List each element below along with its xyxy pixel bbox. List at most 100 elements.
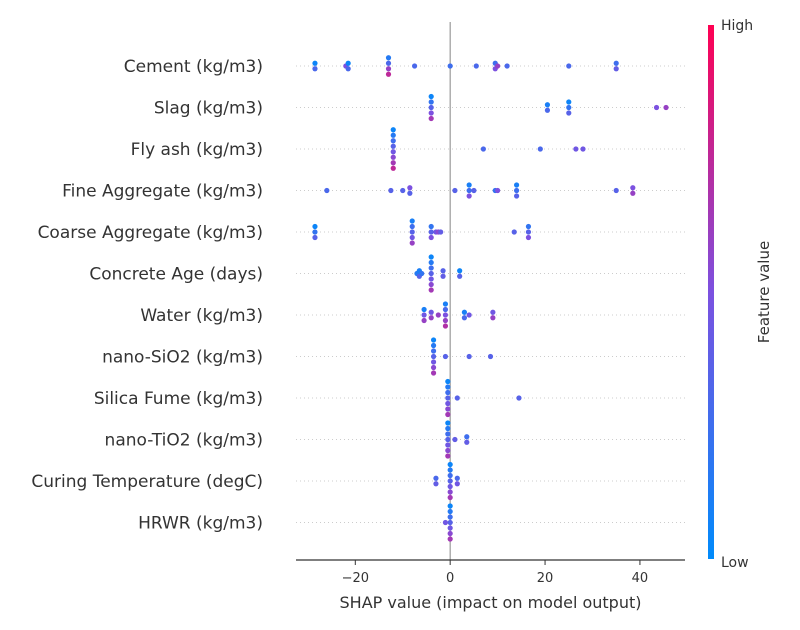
feature-label: Concrete Age (days) xyxy=(89,265,263,285)
data-point xyxy=(613,66,619,72)
data-point xyxy=(312,223,318,230)
data-point xyxy=(457,273,463,279)
data-point xyxy=(421,306,427,313)
data-point xyxy=(312,234,318,241)
feature-label: HRWR (kg/m3) xyxy=(138,514,263,534)
feature-label: Curing Temperature (degC) xyxy=(31,472,263,492)
data-point xyxy=(471,187,477,194)
data-point xyxy=(390,160,396,166)
data-point xyxy=(447,525,453,531)
data-point xyxy=(428,99,434,105)
feature-label: Coarse Aggregate (kg/m3) xyxy=(38,223,263,243)
data-point xyxy=(445,420,451,426)
feature-label: Water (kg/m3) xyxy=(140,306,263,326)
data-point xyxy=(454,481,460,487)
data-point xyxy=(442,323,449,329)
data-point xyxy=(442,317,449,324)
data-point xyxy=(511,229,517,235)
data-point xyxy=(409,240,415,246)
data-point xyxy=(428,229,434,235)
data-point xyxy=(390,165,396,171)
data-point xyxy=(466,312,472,318)
colorbar xyxy=(708,25,714,559)
data-point xyxy=(466,182,472,188)
data-point xyxy=(452,436,458,443)
data-point xyxy=(630,190,636,196)
data-point xyxy=(447,494,453,501)
data-point xyxy=(447,530,453,537)
data-point xyxy=(487,353,494,360)
data-point xyxy=(544,107,551,113)
x-ticks: −20 0 20 40 xyxy=(342,560,648,586)
data-point xyxy=(466,353,472,360)
data-point xyxy=(445,425,451,432)
data-point xyxy=(566,110,572,116)
data-point xyxy=(400,187,406,194)
data-point xyxy=(430,353,437,360)
data-point xyxy=(421,317,427,324)
data-point xyxy=(409,229,415,235)
data-point xyxy=(430,364,437,371)
feature-label: Slag (kg/m3) xyxy=(154,99,263,119)
data-point xyxy=(464,439,470,445)
data-point xyxy=(442,306,449,313)
data-point xyxy=(312,229,318,235)
data-point xyxy=(566,63,572,69)
data-point xyxy=(566,99,572,105)
feature-label: Silica Fume (kg/m3) xyxy=(94,389,263,409)
data-point xyxy=(613,187,619,194)
data-point xyxy=(388,187,394,194)
data-point xyxy=(385,60,392,66)
data-point xyxy=(447,514,453,520)
data-point xyxy=(452,187,458,194)
data-point xyxy=(445,436,451,443)
feature-label: Cement (kg/m3) xyxy=(124,57,263,77)
data-point xyxy=(457,268,463,274)
data-point xyxy=(525,229,532,235)
data-point xyxy=(442,519,449,526)
data-point xyxy=(473,63,479,69)
data-point xyxy=(385,71,392,77)
data-point xyxy=(430,337,437,343)
data-point xyxy=(513,187,520,194)
data-point xyxy=(466,193,472,199)
data-point xyxy=(490,315,496,321)
data-point xyxy=(544,102,551,108)
data-point xyxy=(454,395,460,401)
data-point xyxy=(490,309,496,315)
data-point xyxy=(409,218,415,224)
feature-label: nano-TiO2 (kg/m3) xyxy=(105,431,263,451)
data-point xyxy=(573,146,579,152)
data-point xyxy=(428,315,434,321)
data-point xyxy=(428,104,434,111)
data-point xyxy=(445,411,451,418)
data-point xyxy=(428,110,434,116)
data-point xyxy=(312,66,318,72)
data-point xyxy=(461,309,468,315)
data-point xyxy=(504,63,510,69)
data-point xyxy=(385,55,392,61)
data-point xyxy=(419,270,425,277)
data-point xyxy=(663,104,669,111)
data-point xyxy=(390,127,396,133)
data-point xyxy=(445,453,451,459)
data-point xyxy=(442,301,449,307)
feature-labels: Cement (kg/m3) Slag (kg/m3) Fly ash (kg/m3… xyxy=(31,57,263,534)
data-point xyxy=(433,475,439,481)
x-tick-label: −20 xyxy=(342,571,369,586)
data-point xyxy=(390,138,396,144)
data-point xyxy=(447,503,453,509)
data-point xyxy=(345,60,351,66)
data-point xyxy=(454,475,460,481)
data-point xyxy=(445,447,451,454)
data-point xyxy=(438,229,444,235)
data-point xyxy=(525,223,532,230)
data-point xyxy=(407,190,413,196)
data-points xyxy=(312,55,669,542)
data-point xyxy=(345,66,351,72)
feature-label: Fly ash (kg/m3) xyxy=(131,140,263,160)
data-point xyxy=(421,312,427,318)
data-point xyxy=(445,395,451,401)
data-point xyxy=(447,467,453,473)
